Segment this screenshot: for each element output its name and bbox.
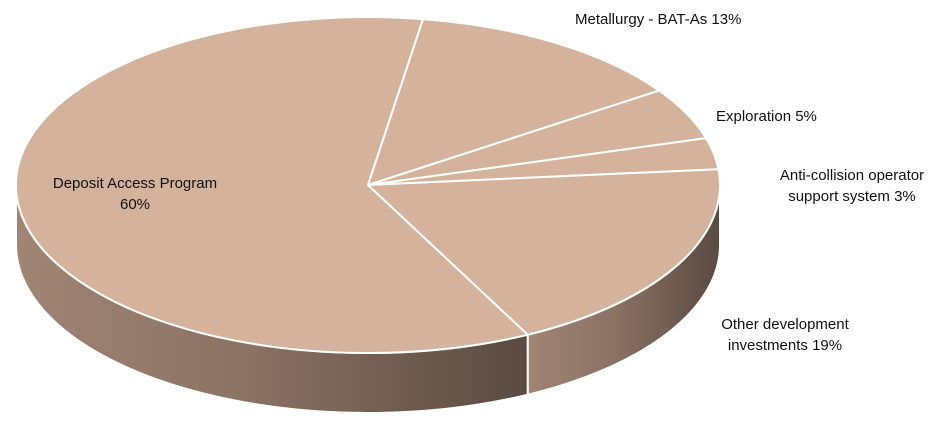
pie-top-layer [14, 16, 721, 354]
pie-slice-deposit-access [14, 16, 529, 354]
pie-label-line: Anti-collision operator [780, 167, 924, 184]
pie-label-line: investments 19% [728, 337, 842, 354]
pie-slice-other-development [367, 168, 721, 336]
pie-label-line: Other development [721, 316, 849, 333]
pie-label-deposit-access: Deposit Access Program 60% [53, 175, 217, 213]
pie-label-line: 60% [120, 196, 150, 213]
pie-label-line: Metallurgy - BAT-As 13% [575, 11, 741, 28]
pie-label-anti-collision: Anti-collision operator support system 3% [780, 167, 924, 205]
pie-labels: Deposit Access Program 60% Metallurgy - BA… [53, 11, 924, 354]
pie-label-metallurgy: Metallurgy - BAT-As 13% [575, 11, 741, 28]
pie-label-line: Deposit Access Program [53, 175, 217, 192]
pie-label-exploration: Exploration 5% [716, 108, 817, 125]
pie-slice-metallurgy [367, 18, 661, 186]
pie-label-line: Exploration 5% [716, 108, 817, 125]
pie-label-other-development: Other development investments 19% [721, 316, 849, 354]
pie-label-line: support system 3% [788, 188, 916, 205]
